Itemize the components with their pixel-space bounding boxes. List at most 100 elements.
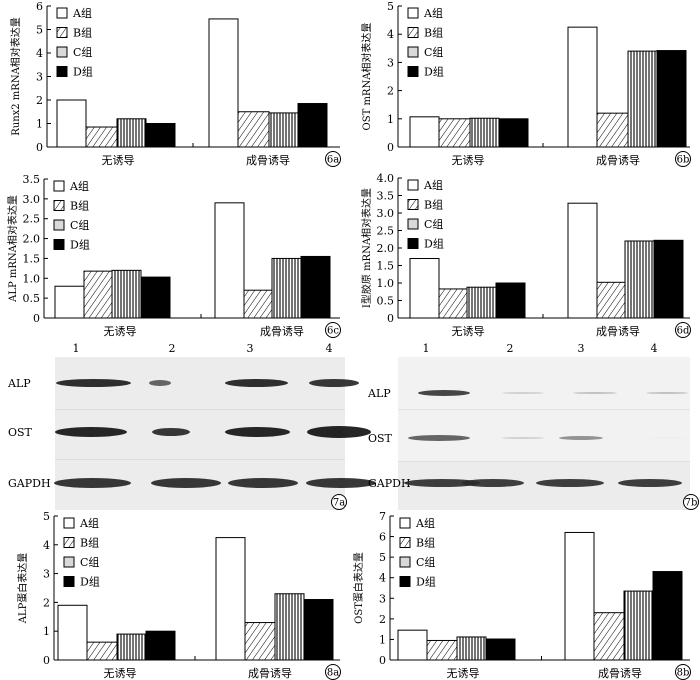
lane-number: 1 [73, 342, 80, 355]
chart-8a: 0 1 2 3 4 5 无诱导 成骨诱导 A组 B组 C组 D组 ALP蛋白表达量 8a [16, 510, 341, 680]
bar-6d-1-1 [409, 258, 440, 319]
chart-6b: 0 1 2 3 4 5 无诱导 成骨诱导 A组 B组 C组 D组 OST mRNA相对表达量 6b [360, 0, 691, 167]
y-tick-label: 0 [379, 654, 386, 667]
y-tick-label: 2 [43, 596, 50, 609]
bar-6d-3-1 [466, 286, 497, 319]
legend-label: B组 [80, 536, 99, 550]
y-tick-label: 1 [43, 625, 50, 638]
legend-label: C组 [73, 45, 92, 59]
legend-swatch [407, 7, 419, 19]
y-tick-label: 4 [387, 28, 394, 41]
y-tick-label: 0 [387, 312, 394, 325]
lane-number: 2 [507, 342, 514, 355]
legend-label: B组 [73, 26, 92, 40]
bar-6b-1-1 [409, 116, 440, 148]
y-tick-label: 1.0 [23, 272, 41, 285]
blot-band [309, 379, 359, 387]
legend-label: D组 [416, 575, 436, 589]
blot-band [618, 479, 682, 487]
bar-6a-1-2 [208, 18, 239, 148]
bar-6c-4-2 [300, 255, 331, 319]
legend-label: D组 [73, 65, 93, 79]
panel-tag: 6c [327, 326, 339, 337]
bar-8a-3-2 [274, 593, 305, 661]
blot-band [408, 435, 470, 441]
lane-number: 4 [651, 342, 658, 355]
blot-band [225, 379, 288, 387]
bar-8b-1-2 [564, 531, 595, 661]
y-axis-title: Runx2 mRNA相对表达量 [9, 17, 22, 136]
legend-swatch [63, 556, 75, 568]
category-label: 无诱导 [102, 154, 135, 167]
y-tick-label: 1 [387, 113, 394, 126]
blot-band [646, 392, 688, 394]
y-axis-title: Ⅰ型胶原 mRNA相对表达量 [360, 188, 373, 308]
legend-label: B组 [70, 199, 89, 213]
blot-band [502, 392, 544, 394]
bar-8b-4-2 [652, 571, 683, 661]
category-label: 成骨诱导 [596, 154, 640, 167]
bar-6c-1-2 [214, 202, 245, 319]
legend-swatch [407, 218, 419, 230]
legend-label: C组 [80, 555, 99, 569]
blot-band [646, 437, 688, 439]
y-tick-label: 0 [36, 141, 43, 154]
bar-8a-4-2 [303, 599, 334, 661]
bar-8a-1-1 [57, 604, 88, 661]
legend-label: A组 [415, 516, 435, 530]
blot-band [56, 379, 131, 387]
blot-band [573, 392, 617, 394]
bar-6b-1-2 [567, 26, 598, 148]
bar-6b-4-2 [656, 50, 687, 148]
panel-tag-circle [675, 322, 691, 338]
y-tick-label: 3 [387, 56, 394, 69]
y-tick-label: 0.5 [377, 295, 395, 308]
legend-swatch [399, 556, 411, 568]
y-tick-label: 5 [43, 510, 50, 523]
lane-number: 4 [326, 342, 333, 355]
panel-tag: 7a [333, 498, 345, 509]
y-tick-label: 7 [379, 510, 386, 523]
y-tick-label: 3 [43, 568, 50, 581]
panel-tag: 6d [677, 326, 690, 337]
lane-number: 1 [423, 342, 430, 355]
y-axis-title: ALP蛋白表达量 [16, 553, 29, 625]
legend-label: D组 [70, 238, 90, 252]
legend-swatch [407, 46, 419, 58]
bar-8b-1-1 [397, 629, 428, 661]
category-label: 成骨诱导 [260, 325, 304, 338]
chart-6a: 0 1 2 3 4 5 6 无诱导 成骨诱导 A组 B组 C组 D组 Runx2 mRNA相对表达量 6a [9, 0, 341, 167]
category-label: 成骨诱导 [246, 154, 290, 167]
legend-label: A组 [69, 179, 89, 193]
bar-8a-1-2 [215, 537, 246, 661]
western-blot-7b: ALP OST GAPDH 1 2 3 4 7b [367, 342, 699, 510]
y-tick-label: 5 [379, 551, 386, 564]
blot-band [418, 390, 470, 396]
legend-swatch [56, 66, 68, 77]
y-tick-label: 0 [43, 654, 50, 667]
blot-band [152, 428, 190, 436]
legend-swatch [63, 517, 75, 529]
legend-swatch [53, 180, 65, 192]
blot-band [54, 478, 131, 488]
panel-tag-circle [325, 322, 341, 338]
bar-8b-2-1 [426, 639, 458, 661]
legend-swatch [407, 27, 419, 38]
legend-swatch [53, 200, 65, 211]
legend-swatch [56, 7, 68, 19]
blot-band [559, 436, 603, 440]
y-tick-label: 2 [36, 94, 43, 107]
panel-tag: 6b [677, 155, 690, 166]
bar-6d-2-2 [596, 281, 626, 319]
bar-6b-2-2 [596, 112, 629, 148]
bar-6a-3-2 [268, 112, 299, 148]
panel-tag-circle [675, 151, 691, 167]
y-tick-label: 0 [387, 141, 394, 154]
blot-row-label: GAPDH [368, 477, 411, 490]
bar-8a-3-1 [116, 633, 147, 661]
panel-tag: 6a [327, 155, 339, 166]
legend-label: B组 [424, 26, 443, 40]
y-tick-label: 5 [36, 24, 43, 37]
y-tick-label: 6 [36, 0, 43, 13]
